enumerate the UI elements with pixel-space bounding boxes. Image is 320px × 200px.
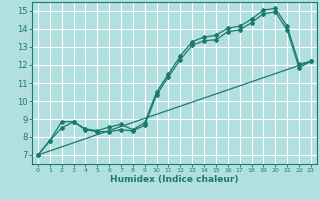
X-axis label: Humidex (Indice chaleur): Humidex (Indice chaleur) [110, 175, 239, 184]
